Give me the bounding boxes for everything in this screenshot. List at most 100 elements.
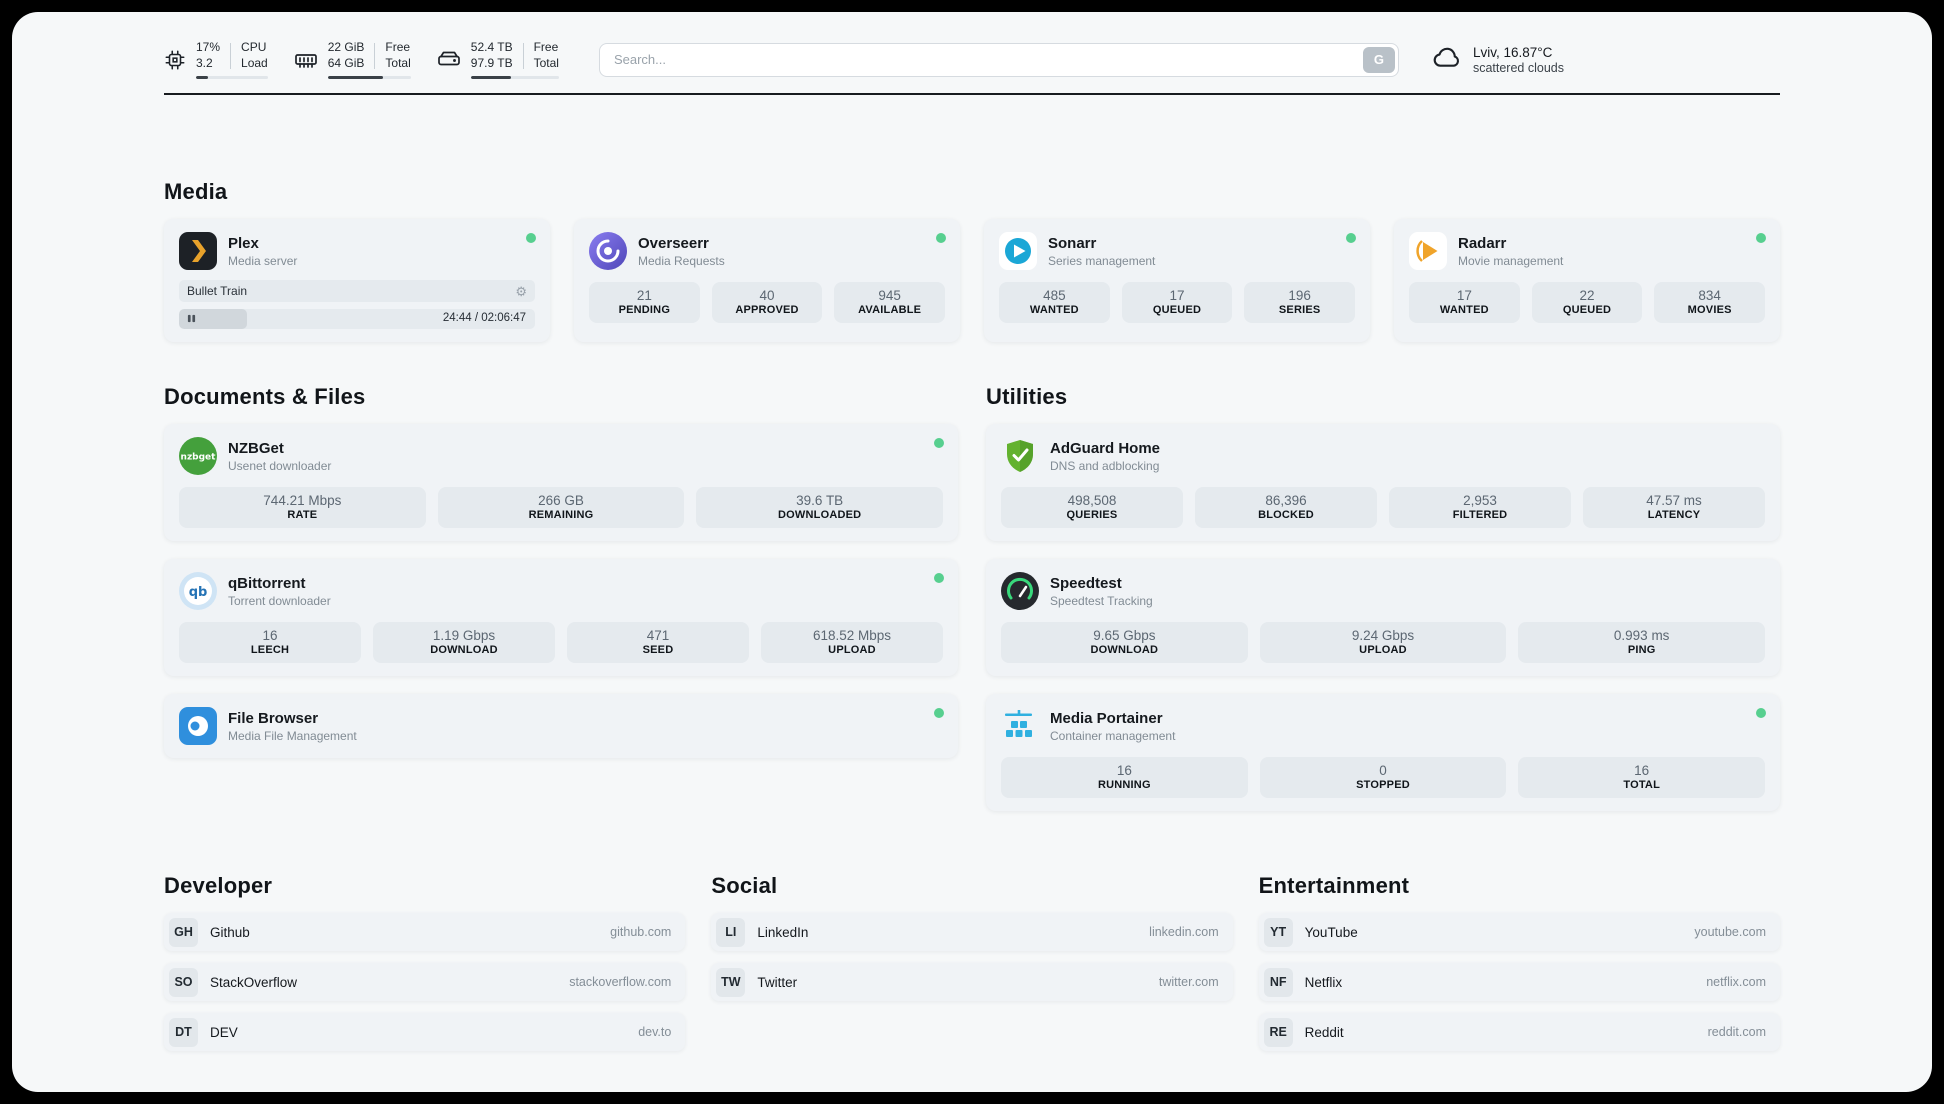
section-title-documents: Documents & Files — [164, 384, 366, 410]
status-online-dot — [936, 233, 946, 244]
section-media: Media Plex Media server Bullet Train ⚙ — [164, 179, 1780, 343]
header-divider — [164, 93, 1780, 96]
link-badge: LI — [716, 917, 746, 947]
link-row-linkedin[interactable]: LI LinkedIn linkedin.com — [711, 913, 1233, 952]
playback-progress-fill — [179, 309, 247, 330]
app-name: Plex — [228, 234, 259, 252]
search-engine-button[interactable]: G — [1362, 46, 1395, 73]
stat-box: 17 WANTED — [1409, 282, 1520, 324]
section-entertainment: Entertainment YT YouTube youtube.com NF … — [1258, 873, 1780, 1052]
app-card-speedtest[interactable]: Speedtest Speedtest Tracking 9.65 Gbps D… — [986, 559, 1780, 677]
stat-box: 485 WANTED — [999, 282, 1110, 324]
app-name: Sonarr — [1048, 234, 1097, 252]
speedtest-icon — [1001, 572, 1039, 611]
stat-box: 17 QUEUED — [1121, 282, 1233, 324]
link-name: Github — [210, 924, 250, 940]
ram-label-2: Total — [385, 55, 411, 70]
playback-time: 24:44 / 02:06:47 — [442, 312, 526, 325]
app-subtitle: Media File Management — [228, 728, 357, 743]
divider — [230, 42, 232, 69]
app-card-plex[interactable]: Plex Media server Bullet Train ⚙ 24:44 /… — [164, 219, 550, 343]
stat-box: 266 GB REMAINING — [437, 487, 685, 529]
app-card-overseerr[interactable]: Overseerr Media Requests 21 PENDING 40 A… — [574, 219, 960, 343]
app-subtitle: Speedtest Tracking — [1050, 593, 1153, 608]
link-url: github.com — [610, 925, 672, 940]
app-card-filebrowser[interactable]: File Browser Media File Management — [164, 694, 958, 759]
link-name: DEV — [210, 1024, 238, 1040]
svg-text:qb: qb — [189, 585, 208, 600]
link-row-netflix[interactable]: NF Netflix netflix.com — [1258, 963, 1780, 1002]
ram-total: 64 GiB — [327, 55, 365, 70]
stat-box: 618.52 Mbps UPLOAD — [761, 622, 943, 664]
app-subtitle: Series management — [1048, 253, 1156, 268]
link-url: youtube.com — [1694, 925, 1766, 940]
plex-icon — [179, 232, 217, 271]
link-row-github[interactable]: GH Github github.com — [164, 913, 686, 952]
cloud-icon — [1431, 41, 1463, 78]
app-card-adguard[interactable]: AdGuard Home DNS and adblocking 498,508 … — [986, 424, 1780, 542]
ram-icon — [294, 48, 318, 72]
link-name: Netflix — [1304, 974, 1343, 990]
status-online-dot — [934, 438, 944, 449]
link-badge: GH — [169, 917, 198, 947]
section-title-entertainment: Entertainment — [1258, 873, 1410, 899]
search-input[interactable] — [598, 42, 1399, 77]
app-name: Speedtest — [1050, 574, 1122, 592]
link-badge: NF — [1263, 967, 1293, 997]
app-name: Media Portainer — [1050, 709, 1163, 727]
app-card-nzbget[interactable]: nzbget NZBGet Usenet downloader 744.21 M… — [164, 424, 958, 542]
link-badge: SO — [169, 967, 198, 997]
stat-box: 39.6 TB DOWNLOADED — [696, 487, 944, 529]
section-title-media: Media — [164, 179, 228, 205]
stat-box: 86,396 BLOCKED — [1195, 487, 1377, 529]
link-badge: RE — [1263, 1017, 1293, 1047]
link-url: netflix.com — [1706, 975, 1766, 990]
ram-label: Free — [385, 40, 411, 54]
sonarr-icon — [999, 232, 1037, 271]
disk-progress-track — [470, 76, 559, 80]
stat-box: 16 TOTAL — [1518, 757, 1766, 799]
app-subtitle: Media server — [228, 253, 298, 268]
section-developer: Developer GH Github github.com SO StackO… — [164, 873, 686, 1052]
divider — [522, 42, 524, 69]
link-url: dev.to — [638, 1025, 672, 1040]
now-playing-bar: Bullet Train ⚙ — [179, 280, 535, 303]
portainer-icon — [1001, 707, 1039, 745]
app-card-qbittorrent[interactable]: qb qBittorrent Torrent downloader 16 LEE… — [164, 559, 958, 677]
link-row-dev[interactable]: DT DEV dev.to — [164, 1013, 686, 1052]
link-url: reddit.com — [1707, 1025, 1766, 1040]
link-url: twitter.com — [1158, 975, 1219, 990]
weather-location: Lviv, 16.87°C — [1472, 44, 1553, 60]
radarr-icon — [1409, 232, 1447, 271]
cpu-progress-fill — [196, 76, 209, 80]
link-name: YouTube — [1304, 924, 1358, 940]
stat-box: 21 PENDING — [589, 282, 700, 324]
adguard-icon — [1001, 437, 1039, 475]
link-url: stackoverflow.com — [569, 975, 672, 990]
stat-box: 0.993 ms PING — [1518, 622, 1766, 664]
stat-box: 744.21 Mbps RATE — [179, 487, 426, 529]
stat-box: 2,953 FILTERED — [1389, 487, 1571, 529]
settings-gear-icon[interactable]: ⚙ — [515, 283, 527, 299]
section-utilities: Utilities AdGuard Home — [986, 384, 1780, 812]
link-row-stackoverflow[interactable]: SO StackOverflow stackoverflow.com — [164, 963, 686, 1002]
link-row-reddit[interactable]: RE Reddit reddit.com — [1258, 1013, 1780, 1052]
link-row-youtube[interactable]: YT YouTube youtube.com — [1258, 913, 1780, 952]
app-card-portainer[interactable]: Media Portainer Container management 16 … — [986, 694, 1780, 812]
link-badge: DT — [169, 1017, 198, 1047]
stat-box: 834 MOVIES — [1654, 282, 1766, 324]
app-subtitle: Torrent downloader — [228, 593, 331, 608]
section-social: Social LI LinkedIn linkedin.com TW Twitt… — [711, 873, 1233, 1002]
pause-icon[interactable] — [187, 314, 196, 323]
app-card-radarr[interactable]: Radarr Movie management 17 WANTED 22 QUE… — [1394, 219, 1780, 343]
stat-box: 9.24 Gbps UPLOAD — [1259, 622, 1507, 664]
ram-progress-fill — [327, 76, 383, 80]
link-row-twitter[interactable]: TW Twitter twitter.com — [711, 963, 1233, 1002]
playback-seek-bar[interactable]: 24:44 / 02:06:47 — [179, 309, 535, 330]
app-card-sonarr[interactable]: Sonarr Series management 485 WANTED 17 Q… — [984, 219, 1370, 343]
stat-box: 47.57 ms LATENCY — [1583, 487, 1765, 529]
stat-box: 471 SEED — [567, 622, 749, 664]
qbittorrent-icon: qb — [179, 572, 217, 611]
ram-progress-track — [327, 76, 411, 80]
app-name: qBittorrent — [228, 574, 306, 592]
